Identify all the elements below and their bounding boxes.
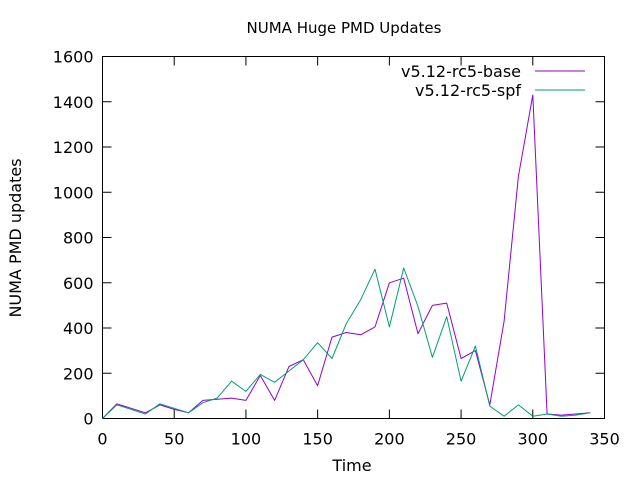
legend: v5.12-rc5-base v5.12-rc5-spf (401, 62, 585, 100)
series-layer (102, 94, 591, 419)
series-line-base (102, 94, 591, 419)
y-tick-label: 1200 (53, 138, 94, 157)
x-tick-label: 350 (589, 430, 620, 449)
chart-title: NUMA Huge PMD Updates (247, 19, 442, 37)
y-tick-label: 200 (63, 364, 94, 383)
x-axis-label: Time (331, 456, 371, 475)
x-tick-label: 100 (231, 430, 262, 449)
y-tick-label: 1400 (53, 93, 94, 112)
y-axis: 0 200 400 600 800 1000 1200 1400 1600 (53, 48, 605, 429)
x-tick-label: 200 (374, 430, 405, 449)
legend-item-base: v5.12-rc5-base (401, 62, 585, 81)
x-tick-label: 150 (302, 430, 333, 449)
y-tick-label: 1600 (53, 48, 94, 67)
legend-label-base: v5.12-rc5-base (401, 62, 521, 81)
legend-label-spf: v5.12-rc5-spf (415, 81, 521, 100)
series-line-spf (102, 267, 591, 419)
x-tick-label: 50 (164, 430, 184, 449)
y-tick-label: 0 (83, 410, 93, 429)
y-axis-label: NUMA PMD updates (6, 158, 25, 317)
x-tick-label: 0 (97, 430, 107, 449)
x-axis: 0 50 100 150 200 250 300 350 (97, 56, 620, 449)
y-tick-label: 1000 (53, 183, 94, 202)
y-tick-label: 600 (63, 274, 94, 293)
plot-frame (102, 56, 605, 419)
x-tick-label: 250 (446, 430, 477, 449)
y-tick-label: 400 (63, 319, 94, 338)
y-tick-label: 800 (63, 229, 94, 248)
legend-item-spf: v5.12-rc5-spf (415, 81, 585, 100)
x-tick-label: 300 (518, 430, 549, 449)
